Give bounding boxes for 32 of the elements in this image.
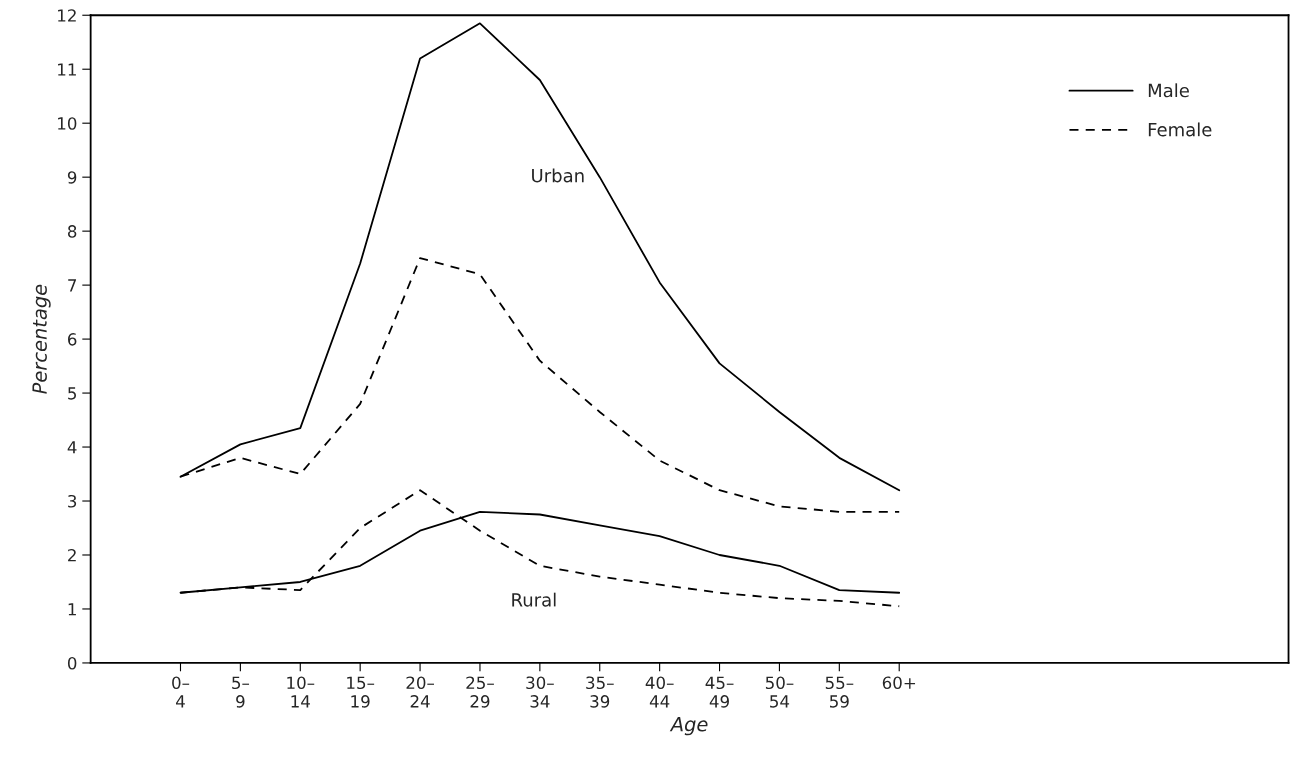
x-tick-label: 5– 9 xyxy=(232,676,250,708)
y-tick-label: 10 xyxy=(58,117,77,130)
annotation: Rural xyxy=(512,592,556,607)
x-tick-label: 35– 39 xyxy=(586,676,614,708)
y-tick-label: 6 xyxy=(68,333,77,346)
legend-label: Female xyxy=(1148,122,1212,137)
y-tick-label: 0 xyxy=(67,656,77,670)
y-tick-label: 3 xyxy=(68,494,77,508)
x-tick-label: 50– 54 xyxy=(765,676,794,708)
y-tick-label: 7 xyxy=(68,279,77,292)
y-tick-label: 11 xyxy=(58,63,76,76)
x-tick-label: 10– 14 xyxy=(287,676,315,708)
x-tick-label: 60+ xyxy=(882,676,916,690)
y-tick-label: 12 xyxy=(58,9,76,22)
x-tick-label: 25– 29 xyxy=(466,676,494,708)
y-tick-label: 4 xyxy=(67,441,77,454)
y-tick-label: 2 xyxy=(68,548,76,562)
y-tick-label: 5 xyxy=(68,387,76,400)
y-tick-label: 9 xyxy=(67,171,77,184)
x-tick-label: 30– 34 xyxy=(526,676,554,708)
x-tick-label: 45– 49 xyxy=(705,676,734,708)
x-tick-label: 0– 4 xyxy=(172,676,190,708)
y-tick-label: 1 xyxy=(68,603,76,616)
annotation: Urban xyxy=(532,168,584,183)
legend-label: Male xyxy=(1148,83,1189,98)
y-tick-label: 8 xyxy=(67,225,77,238)
x-tick-label: 40– 44 xyxy=(645,676,674,708)
y-axis-title: Percentage xyxy=(32,284,51,394)
x-tick-label: 15– 19 xyxy=(347,676,375,708)
x-tick-label: 20– 24 xyxy=(406,676,435,708)
x-tick-label: 55– 59 xyxy=(825,676,854,708)
x-axis-title: Age xyxy=(669,717,708,736)
